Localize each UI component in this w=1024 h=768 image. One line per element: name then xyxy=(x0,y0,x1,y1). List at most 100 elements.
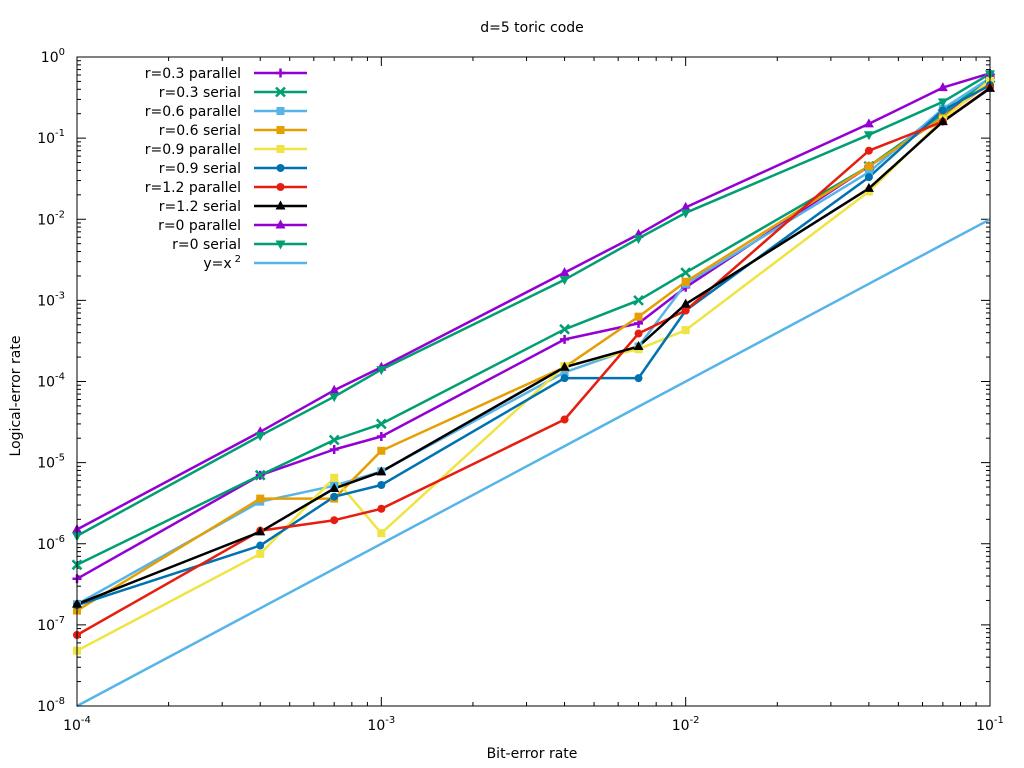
legend-label-r-1-2-parallel: r=1.2 parallel xyxy=(145,180,241,196)
data-point-r-0-serial xyxy=(255,432,266,442)
y-axis-label: Logical-error rate xyxy=(8,336,24,457)
legend-label-r-0-6-parallel: r=0.6 parallel xyxy=(145,104,241,120)
data-point-r-0-9-serial xyxy=(256,541,265,550)
series-line-r-1-2-serial xyxy=(76,87,991,606)
data-point-r-1-2-serial xyxy=(559,361,570,371)
data-point-r-0-3-serial xyxy=(680,267,692,278)
x-tick-label: 10-1 xyxy=(976,715,1004,734)
data-point-r-1-2-parallel xyxy=(681,306,690,315)
data-point-r-0-parallel xyxy=(329,384,340,394)
legend: r=0.3 parallel r=0.3 serial r=0.6 parallel… xyxy=(145,66,307,272)
y-tick-label: 10-6 xyxy=(37,534,65,553)
series-line-y-x2 xyxy=(76,218,991,708)
data-point-r-0-6-serial xyxy=(681,277,690,286)
chart-title: d=5 toric code xyxy=(480,20,584,36)
legend-marker-r-0-serial xyxy=(275,240,286,250)
data-point-r-0-6-serial xyxy=(864,162,873,171)
legend-marker-r-0-3-serial xyxy=(275,86,286,98)
legend-label-r-0-serial: r=0 serial xyxy=(172,237,241,253)
series-line-r-0-parallel xyxy=(76,72,991,531)
x-tick-label: 10-2 xyxy=(672,715,700,734)
data-point-r-0-9-parallel xyxy=(256,549,265,558)
y-tick-label: 100 xyxy=(41,47,65,66)
data-point-r-0-9-serial xyxy=(560,374,569,383)
data-point-r-0-3-serial xyxy=(254,469,266,481)
data-point-r-0-serial xyxy=(863,131,874,141)
data-point-r-1-2-serial xyxy=(329,482,340,492)
data-point-r-0-3-parallel xyxy=(376,431,386,441)
data-point-r-0-serial xyxy=(633,234,644,244)
legend-marker-r-1-2-serial xyxy=(275,200,286,210)
plot-frame xyxy=(76,56,991,707)
y-tick-label: 10-8 xyxy=(37,696,65,715)
legend-marker-r-0-9-parallel xyxy=(276,145,285,153)
legend-marker-r-0-3-parallel xyxy=(276,68,285,78)
data-point-r-1-2-serial xyxy=(937,116,948,126)
data-point-r-1-2-serial xyxy=(680,298,691,308)
legend-marker-r-0-6-serial xyxy=(276,126,285,134)
data-point-r-0-9-serial xyxy=(634,374,643,383)
series-line-r-0-serial xyxy=(76,72,991,537)
data-point-r-0-6-parallel xyxy=(560,368,569,377)
x-axis-label: Bit-error rate xyxy=(487,746,578,762)
legend-marker-r-1-2-parallel xyxy=(276,183,285,191)
data-point-r-0-9-parallel xyxy=(377,529,386,538)
data-point-r-0-3-serial xyxy=(375,418,387,430)
data-point-r-0-3-serial xyxy=(328,434,340,446)
axis-tick-labels: 10-8 10-7 10-6 10-5 10-4 10-3 10-2 10-1 100 10-4 1… xyxy=(37,47,1004,734)
legend-label-r-0-3-parallel: r=0.3 parallel xyxy=(145,66,241,82)
data-point-r-0-serial xyxy=(559,276,570,286)
legend-label-r-1-2-serial: r=1.2 serial xyxy=(159,199,241,215)
data-point-r-0-9-serial xyxy=(377,480,386,489)
legend-label-r-0-9-parallel: r=0.9 parallel xyxy=(145,142,241,158)
data-point-r-0-9-serial xyxy=(330,492,339,501)
data-point-r-1-2-serial xyxy=(863,182,874,192)
data-point-r-1-2-parallel xyxy=(864,146,873,155)
data-point-r-0-9-parallel xyxy=(681,326,690,335)
y-tick-label: 10-2 xyxy=(37,209,65,228)
data-point-r-1-2-serial xyxy=(255,526,266,536)
series-line-r-1-2-parallel xyxy=(76,86,991,637)
data-point-r-0-6-serial xyxy=(256,494,265,503)
y-tick-label: 10-1 xyxy=(37,128,65,147)
data-point-r-0-9-serial xyxy=(864,173,873,182)
y-tick-label: 10-4 xyxy=(37,372,65,391)
data-point-r-1-2-parallel xyxy=(330,516,339,525)
data-point-r-1-2-serial xyxy=(633,341,644,351)
data-point-r-0-serial xyxy=(329,393,340,403)
x-tick-label: 10-4 xyxy=(63,715,91,734)
series-line-r-0-6-serial xyxy=(76,81,991,612)
x-tick-label: 10-3 xyxy=(367,715,395,734)
series-lines xyxy=(76,72,991,708)
legend-label-r-0-3-serial: r=0.3 serial xyxy=(159,85,241,101)
data-point-r-0-parallel xyxy=(863,118,874,128)
legend-label-r-0-6-serial: r=0.6 serial xyxy=(159,123,241,139)
data-point-r-0-9-parallel xyxy=(330,473,339,482)
data-point-r-0-6-serial xyxy=(377,446,386,455)
data-point-r-0-3-parallel xyxy=(329,445,339,455)
data-point-r-0-3-parallel xyxy=(560,334,570,344)
data-point-r-0-3-serial xyxy=(559,323,570,335)
data-point-r-0-3-serial xyxy=(633,294,644,306)
legend-label-y-x2: y=x 2 xyxy=(203,254,241,272)
data-point-r-0-parallel xyxy=(559,267,570,277)
legend-label-r-0-9-serial: r=0.9 serial xyxy=(159,161,241,177)
legend-label-r-0-parallel: r=0 parallel xyxy=(158,218,241,234)
data-point-r-1-2-parallel xyxy=(377,504,386,513)
data-point-r-0-6-serial xyxy=(634,312,643,321)
y-tick-label: 10-7 xyxy=(37,615,65,634)
data-point-r-1-2-serial xyxy=(376,466,387,476)
legend-marker-r-0-6-parallel xyxy=(276,107,285,115)
data-point-r-0-parallel xyxy=(680,201,691,211)
data-point-r-0-serial xyxy=(376,366,387,376)
data-point-r-0-serial xyxy=(680,209,691,219)
y-tick-label: 10-5 xyxy=(37,453,65,472)
data-point-r-0-parallel xyxy=(937,82,948,92)
data-point-r-1-2-parallel xyxy=(560,415,569,424)
legend-marker-r-0-parallel xyxy=(275,219,286,229)
data-point-r-1-2-parallel xyxy=(634,329,643,338)
y-tick-label: 10-3 xyxy=(37,290,65,309)
data-point-r-0-9-serial xyxy=(938,106,947,115)
data-point-r-0-6-parallel xyxy=(864,168,873,177)
